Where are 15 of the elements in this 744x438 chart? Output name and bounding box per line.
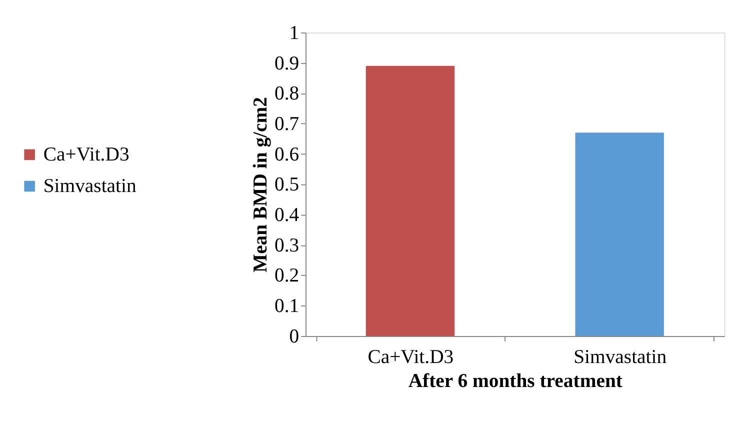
legend-label: Ca+Vit.D3: [43, 144, 130, 166]
y-tick-label: 0.9: [274, 52, 300, 74]
x-axis-title: After 6 months treatment: [408, 370, 623, 392]
legend-label: Simvastatin: [43, 175, 136, 198]
y-axis-title: Mean BMD in g/cm2: [250, 96, 272, 273]
y-tick-label: 0.1: [274, 295, 300, 318]
y-tick-label: 0.6: [274, 143, 300, 166]
y-tick-label: 0.3: [274, 234, 300, 256]
y-tick-label: 0.4: [274, 204, 300, 226]
y-tick-label: 0.5: [274, 174, 300, 196]
y-tick-label: 1: [289, 22, 300, 44]
y-tick-label: 0: [289, 325, 300, 348]
y-tick-label: 0.8: [274, 82, 300, 105]
y-tick-label: 0.7: [274, 112, 300, 135]
y-tick-label: 0.2: [274, 264, 300, 287]
